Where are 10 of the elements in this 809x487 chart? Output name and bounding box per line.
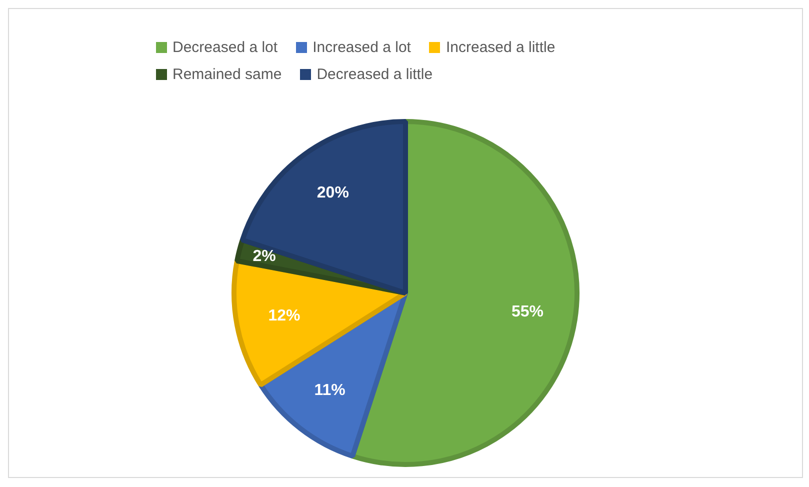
data-label: 12% xyxy=(268,308,300,325)
data-label: 11% xyxy=(314,382,346,399)
data-label: 20% xyxy=(316,184,349,202)
legend-label: Remained same xyxy=(172,66,282,83)
legend-label: Decreased a little xyxy=(316,66,433,83)
data-label: 2% xyxy=(252,248,276,266)
legend-label: Increased a little xyxy=(446,39,556,56)
data-label: 55% xyxy=(511,304,544,321)
legend-label: Increased a lot xyxy=(312,39,411,56)
legend-label: Decreased a lot xyxy=(172,39,278,56)
